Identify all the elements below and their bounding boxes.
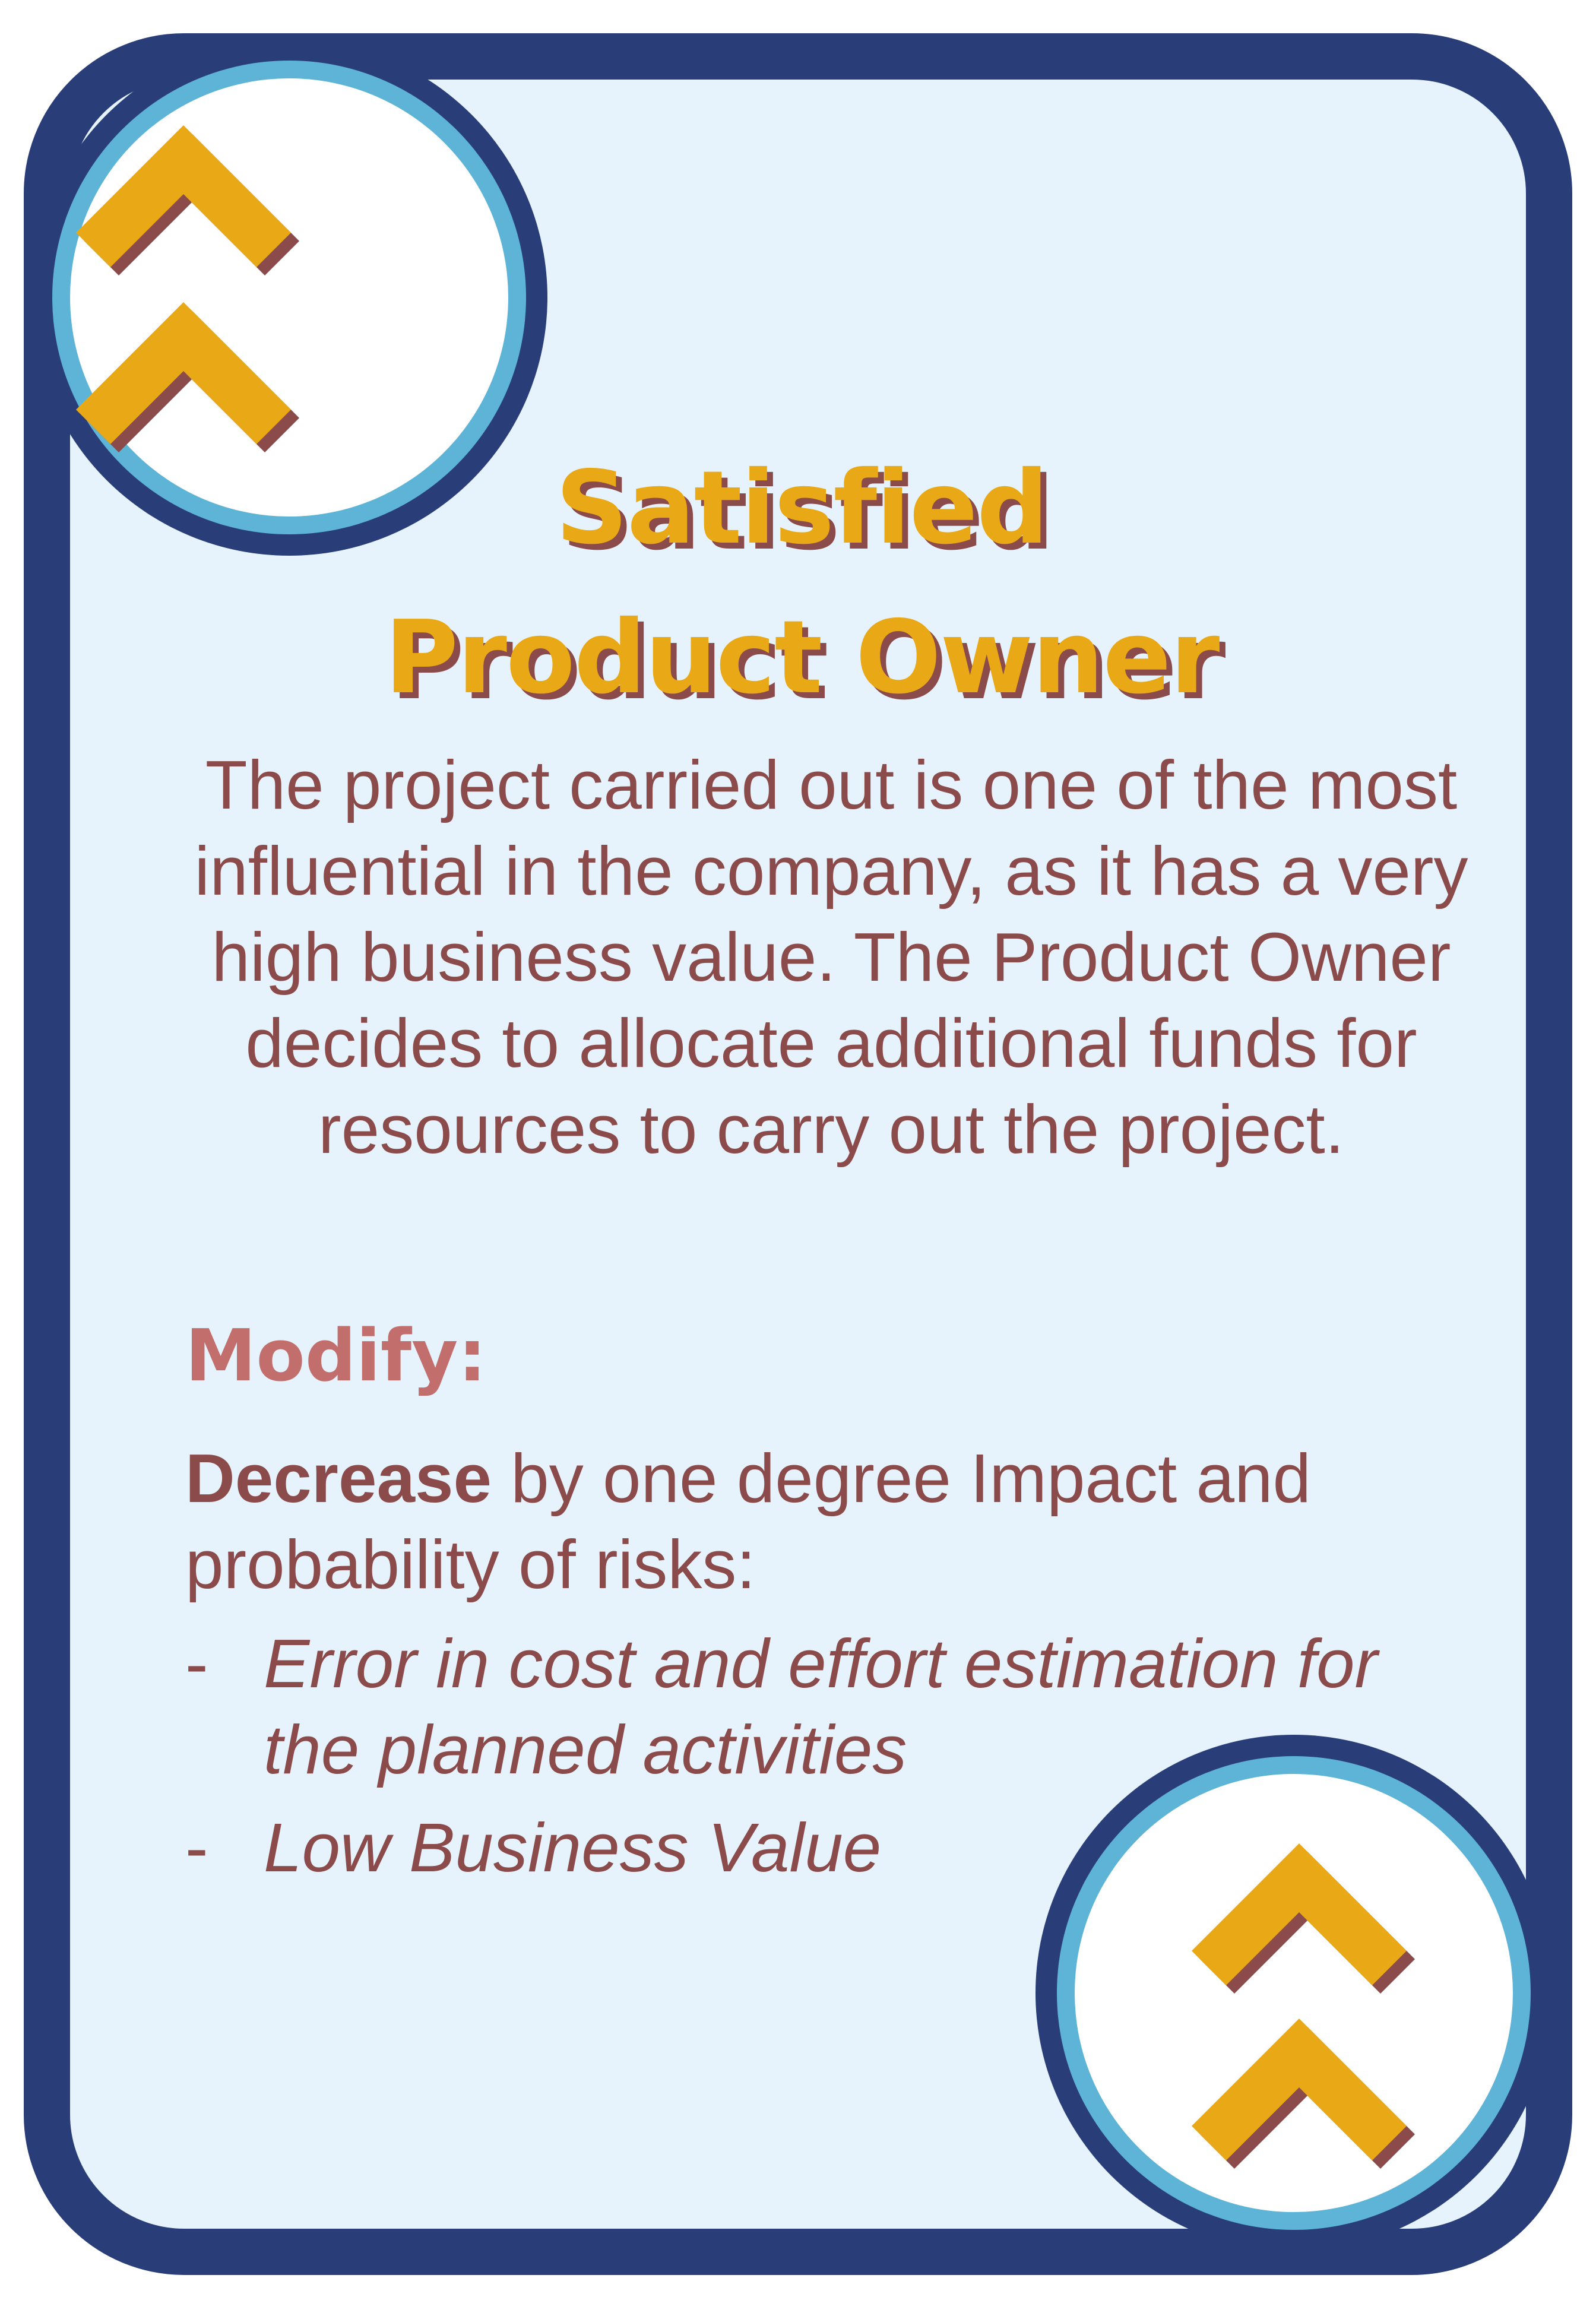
double-chevron-up-icon <box>76 125 299 452</box>
top-badge <box>31 39 547 556</box>
card-description: The project carried out is one of the mo… <box>194 746 1468 1168</box>
risk-item: - Low Business Value <box>185 1805 1462 1891</box>
title-line-1: Satisfied <box>555 449 1049 567</box>
badge-inner <box>1075 1774 1513 2212</box>
modify-instruction: Decrease by one degree Impact and probab… <box>185 1436 1432 1608</box>
title-line-2: Product Owner <box>384 599 1220 717</box>
card-title: Satisfied Product Owner <box>238 433 1366 733</box>
risk-label: Low Business Value <box>264 1809 882 1886</box>
modify-action: Decrease <box>185 1440 492 1517</box>
double-chevron-up-icon <box>1192 1843 1415 2169</box>
badge-inner <box>70 78 508 517</box>
bullet-dash: - <box>185 1625 208 1702</box>
risk-label: Error in cost and effort estimation for … <box>264 1625 1378 1788</box>
risk-list: - Error in cost and effort estimation fo… <box>185 1621 1462 1903</box>
risk-item: - Error in cost and effort estimation fo… <box>185 1621 1462 1793</box>
modify-rest: by one degree Impact and probability of … <box>185 1440 1312 1603</box>
bottom-badge <box>1036 1735 1552 2251</box>
bullet-dash: - <box>185 1809 208 1886</box>
modify-heading: Modify: <box>185 1315 487 1398</box>
